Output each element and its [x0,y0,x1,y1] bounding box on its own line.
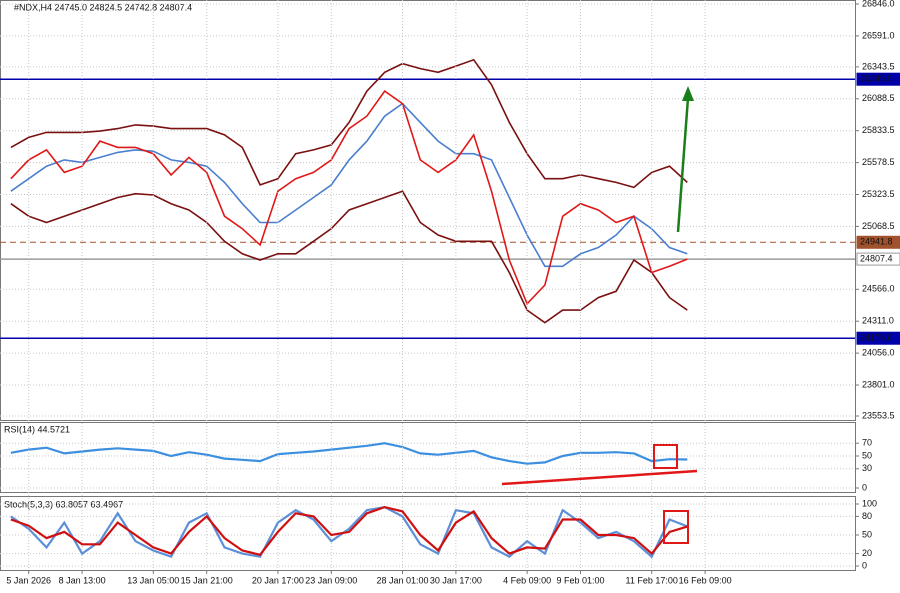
level-label: 24807.4 [860,253,893,263]
level-label-box [856,252,900,266]
x-tick-label: 20 Jan 17:00 [252,575,304,585]
arrow-head [682,86,694,101]
y-tick-label: 20 [862,548,872,558]
level-label: 24175.0 [860,333,893,343]
y-tick-label: 23553.5 [862,410,895,420]
y-tick-label: 26343.5 [862,61,895,71]
y-tick-label: 25833.5 [862,125,895,135]
x-tick-label: 8 Jan 13:00 [59,575,106,585]
rsi-highlight [653,444,678,469]
y-tick-label: 25068.5 [862,221,895,231]
y-tick-label: 80 [862,511,872,521]
x-tick-label: 9 Feb 01:00 [556,575,604,585]
series-line [10,89,688,306]
y-tick-label: 50 [862,450,872,460]
level-label-box [856,331,900,345]
stoch-pane [0,496,856,571]
y-tick-label: 50 [862,529,872,539]
x-tick-label: 5 Jan 2026 [6,575,51,585]
y-tick-label: 70 [862,438,872,448]
rsi-title: RSI(14) 44.5721 [4,424,70,434]
price-title: #NDX,H4 24745.0 24824.5 24742.8 24807.4 [14,2,192,12]
y-tick-label: 23801.0 [862,379,895,389]
green-arrow [676,97,690,233]
level-label-box [856,235,900,249]
x-tick-label: 11 Feb 17:00 [626,575,678,585]
level-label-box [856,72,900,86]
y-tick-label: 24056.0 [862,347,895,357]
y-tick-label: 26088.5 [862,93,895,103]
y-tick-label: 24311.0 [862,316,894,326]
y-tick-label: 0 [862,560,867,570]
series-line [10,505,688,557]
level-label: 26245.0 [860,74,893,84]
y-tick-label: 26591.0 [862,30,895,40]
y-tick-label: 25578.5 [862,157,895,167]
rsi-trendline [501,469,698,486]
annotations [501,86,698,544]
price-pane [0,0,856,421]
x-tick-label: 30 Jan 17:00 [430,575,482,585]
x-tick-label: 15 Jan 21:00 [181,575,233,585]
x-tick-label: 23 Jan 09:00 [305,575,357,585]
series-line [10,102,688,268]
series-line [10,190,688,324]
y-tick-label: 24566.0 [862,284,895,294]
stoch-highlight [663,510,689,544]
y-tick-label: 25323.5 [862,189,895,199]
x-tick-label: 13 Jan 05:00 [127,575,179,585]
y-tick-label: 26846.0 [862,0,895,8]
y-tick-label: 100 [862,498,877,508]
y-tick-label: 0 [862,482,867,492]
level-label: 24941.8 [860,237,893,247]
rsi-pane [0,422,856,493]
series-line [10,58,688,189]
x-tick-label: 16 Feb 09:00 [679,575,732,585]
y-tick-label: 30 [862,463,872,473]
x-tick-label: 4 Feb 09:00 [503,575,551,585]
series-line [10,442,688,465]
x-tick-label: 28 Jan 01:00 [376,575,428,585]
